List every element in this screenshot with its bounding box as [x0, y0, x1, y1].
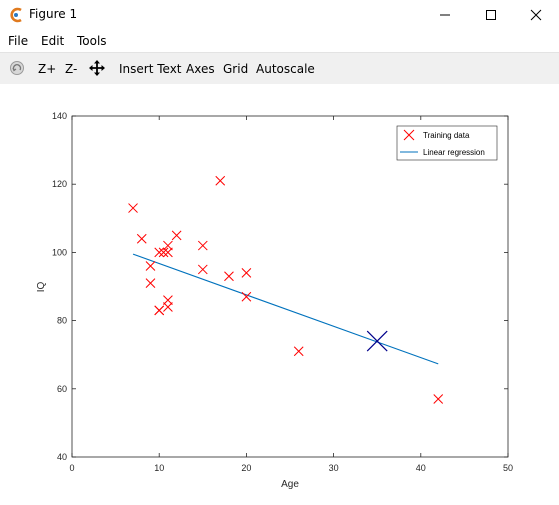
prediction-point [366, 330, 388, 352]
training-data-point [197, 240, 208, 251]
legend-box [396, 125, 498, 161]
training-data-point [293, 346, 304, 357]
x-tick-label: 0 [69, 463, 74, 473]
octave-app-icon [10, 7, 22, 23]
figure-canvas: 0 10 20 30 40 50 40 60 80 100 120 140 Age IQ Traini… [0, 84, 559, 501]
menu-edit[interactable]: Edit [41, 34, 65, 48]
close-button[interactable] [513, 0, 559, 30]
training-data-point [215, 175, 226, 186]
maximize-icon [486, 10, 496, 20]
training-data-point [128, 203, 138, 213]
training-data-point [158, 247, 169, 258]
toolbar: Z+ Z- Insert Text Axes Grid Autoscale [0, 52, 559, 85]
training-data-point [154, 305, 165, 316]
y-tick-label: 120 [52, 179, 67, 189]
training-data-point [163, 247, 173, 258]
autoscale-button[interactable]: Autoscale [256, 62, 315, 76]
y-tick-label: 140 [52, 111, 67, 121]
training-data-point [163, 302, 173, 312]
grid-button[interactable]: Grid [223, 62, 249, 76]
y-tick-label: 60 [57, 384, 67, 394]
rotate-icon[interactable] [9, 60, 25, 76]
minimize-icon [440, 14, 450, 16]
zoom-in-button[interactable]: Z+ [38, 62, 57, 76]
y-tick-label: 80 [57, 316, 67, 326]
x-axis-label: Age [281, 479, 299, 490]
maximize-button[interactable] [468, 0, 514, 30]
close-icon [530, 9, 542, 21]
training-data-point [197, 264, 208, 275]
regression-line [132, 253, 439, 365]
training-data-point [136, 233, 147, 244]
y-tick-label: 40 [57, 452, 67, 462]
menu-tools[interactable]: Tools [77, 34, 107, 48]
training-data-point [224, 271, 234, 282]
y-tick-label: 100 [52, 247, 67, 257]
pan-icon[interactable] [89, 60, 105, 76]
axes-button[interactable]: Axes [186, 62, 215, 76]
menu-bar: File Edit Tools [0, 31, 559, 51]
training-data-point [241, 291, 252, 302]
menu-file[interactable]: File [8, 34, 29, 48]
window-title: Figure 1 [29, 7, 78, 21]
x-tick-label: 40 [416, 463, 426, 473]
x-tick-label: 50 [503, 463, 513, 473]
training-data-point [241, 268, 252, 278]
zoom-out-button[interactable]: Z- [65, 62, 78, 76]
training-data-point [163, 240, 173, 251]
training-data-point [154, 247, 165, 258]
training-data-point [171, 230, 182, 241]
y-axis-label: IQ [36, 282, 47, 293]
chart[interactable]: 0 10 20 30 40 50 40 60 80 100 120 140 Age IQ Traini… [0, 84, 559, 501]
minimize-button[interactable] [422, 0, 468, 30]
legend: Training data Linear regression [396, 125, 498, 161]
insert-text-button[interactable]: Insert Text [119, 62, 182, 76]
x-tick-label: 30 [329, 463, 339, 473]
x-tick-label: 20 [241, 463, 251, 473]
legend-marker-training [403, 129, 415, 141]
x-tick-label: 10 [154, 463, 164, 473]
training-data-point [145, 261, 156, 271]
training-data-point [145, 278, 156, 288]
title-bar: Figure 1 [0, 0, 559, 30]
training-data-point [433, 394, 444, 404]
legend-label-training: Training data [423, 131, 470, 140]
plot-area [71, 115, 509, 458]
training-data-point [163, 295, 173, 305]
legend-label-regression: Linear regression [423, 148, 485, 157]
